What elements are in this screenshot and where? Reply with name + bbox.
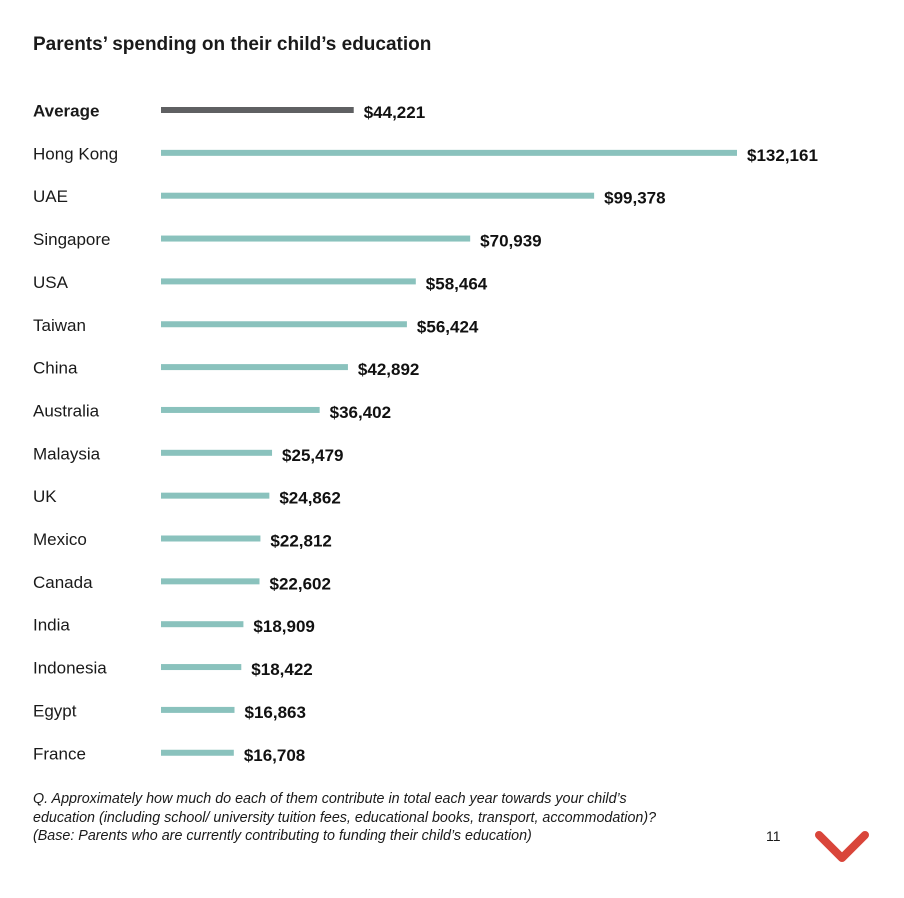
value-label: $16,863: [244, 703, 305, 722]
footnote-line: (Base: Parents who are currently contrib…: [33, 828, 532, 844]
category-label: Indonesia: [33, 659, 107, 678]
value-label: $132,161: [747, 146, 818, 165]
category-label: USA: [33, 273, 69, 292]
category-label: Malaysia: [33, 444, 101, 463]
category-label: Australia: [33, 401, 100, 420]
bar: [161, 235, 471, 242]
category-label: India: [33, 616, 70, 635]
value-label: $44,221: [364, 103, 425, 122]
category-label: Hong Kong: [33, 144, 118, 163]
bar: [161, 406, 320, 413]
value-label: $16,708: [244, 746, 305, 765]
category-label: UAE: [33, 187, 68, 206]
bar: [161, 578, 260, 585]
value-label: $22,812: [270, 532, 331, 551]
bar: [161, 492, 270, 499]
value-label: $24,862: [279, 489, 340, 508]
category-label: Mexico: [33, 530, 87, 549]
bar: [161, 278, 416, 285]
value-label: $99,378: [604, 189, 665, 208]
bar: [161, 449, 273, 456]
bar: [161, 621, 244, 628]
bar: [161, 749, 234, 756]
value-label: $18,422: [251, 660, 312, 679]
footnote-line: education (including school/ university …: [33, 809, 657, 826]
bar: [161, 535, 261, 542]
category-label: Singapore: [33, 230, 111, 249]
category-label: Canada: [33, 573, 93, 592]
chevron-down-icon: [815, 831, 869, 862]
category-label: UK: [33, 487, 57, 506]
value-label: $70,939: [480, 232, 541, 251]
value-label: $22,602: [270, 574, 331, 593]
value-label: $58,464: [426, 274, 488, 293]
category-label: Taiwan: [33, 316, 86, 335]
value-label: $56,424: [417, 317, 479, 336]
bar: [161, 107, 354, 113]
category-label: Egypt: [33, 701, 77, 720]
bar: [161, 706, 235, 713]
category-label: France: [33, 744, 86, 763]
value-label: $18,909: [253, 617, 314, 636]
bar: [161, 192, 595, 199]
chart-title: Parents’ spending on their child’s educa…: [33, 34, 432, 55]
footnote: Q. Approximately how much do each of the…: [33, 790, 733, 846]
bar-chart: Average $44,221 Hong Kong $132,161 UAE $99,37…: [33, 102, 818, 765]
bar: [161, 364, 348, 371]
bar: [161, 149, 737, 156]
category-label: China: [33, 359, 78, 378]
bar: [161, 321, 407, 328]
bar: [161, 664, 242, 671]
value-label: $25,479: [282, 446, 343, 465]
value-label: $42,892: [358, 360, 419, 379]
category-label: Average: [33, 102, 99, 121]
page-number: 11: [766, 828, 781, 844]
value-label: $36,402: [330, 403, 391, 422]
footnote-line: Q. Approximately how much do each of the…: [33, 791, 627, 807]
